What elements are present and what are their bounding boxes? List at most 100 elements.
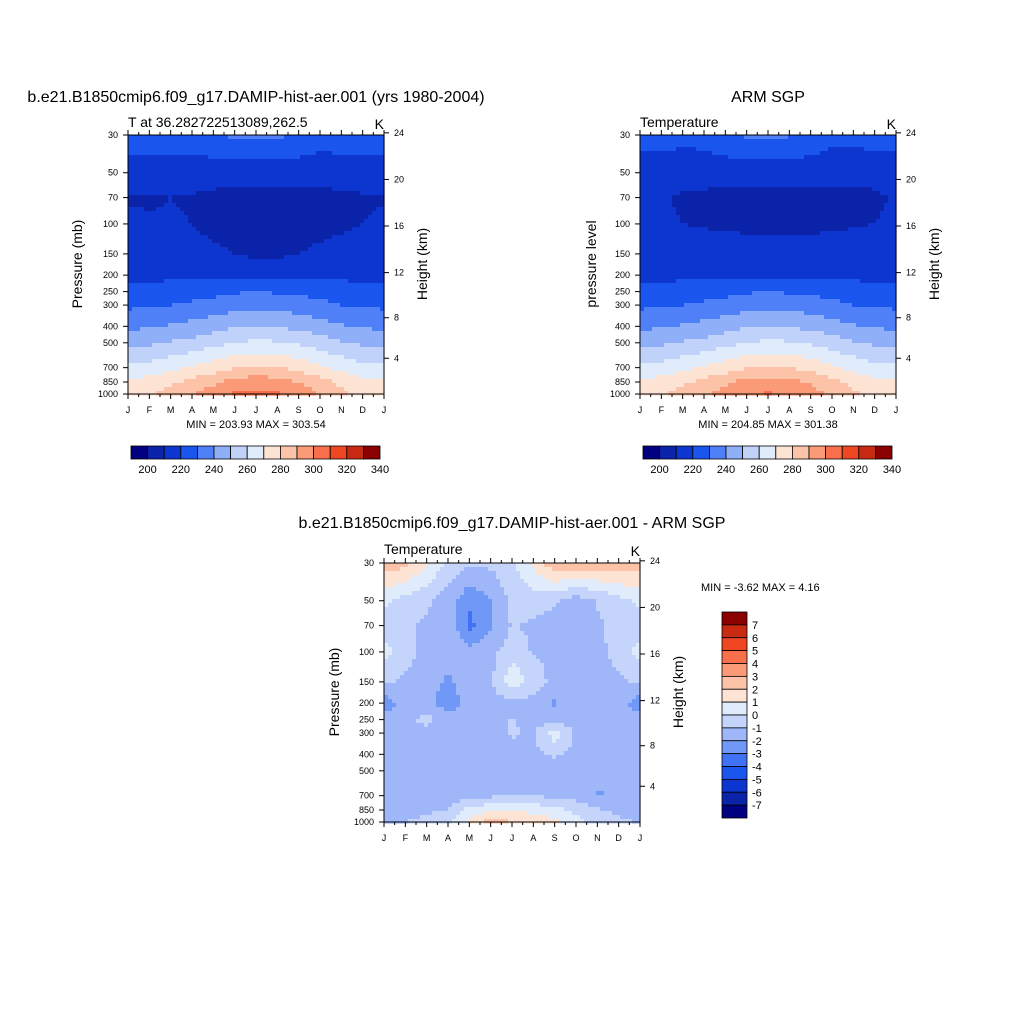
field-cell — [248, 363, 253, 368]
field-cell — [252, 271, 257, 276]
field-cell — [296, 211, 301, 216]
field-cell — [220, 363, 225, 368]
field-cell — [740, 175, 745, 180]
field-cell — [128, 183, 133, 188]
field-cell — [180, 359, 185, 364]
field-cell — [276, 303, 281, 308]
field-cell — [292, 151, 297, 156]
field-cell — [712, 147, 717, 152]
field-cell — [176, 159, 181, 164]
field-cell — [316, 343, 321, 348]
field-cell — [300, 271, 305, 276]
field-cell — [324, 199, 329, 204]
field-cell — [168, 163, 173, 168]
panel-obs-variable: Temperature — [640, 114, 719, 130]
field-cell — [812, 135, 817, 140]
field-cell — [320, 375, 325, 380]
field-cell — [344, 355, 349, 360]
field-cell — [208, 327, 213, 332]
field-cell — [164, 159, 169, 164]
field-cell — [132, 287, 137, 292]
field-cell — [136, 311, 141, 316]
field-cell — [252, 267, 257, 272]
field-cell — [760, 135, 765, 140]
field-cell — [152, 383, 157, 388]
field-cell — [360, 155, 365, 160]
field-cell — [376, 215, 381, 220]
field-cell — [212, 187, 217, 192]
field-cell — [316, 139, 321, 144]
field-cell — [180, 315, 185, 320]
field-cell — [248, 263, 253, 268]
field-cell — [328, 187, 333, 192]
field-cell — [352, 211, 357, 216]
field-cell — [376, 207, 381, 212]
field-cell — [212, 243, 217, 248]
field-cell — [132, 191, 137, 196]
field-cell — [300, 267, 305, 272]
field-cell — [304, 379, 309, 384]
field-cell — [356, 363, 361, 368]
field-cell — [328, 247, 333, 252]
field-cell — [244, 139, 249, 144]
field-cell — [372, 195, 377, 200]
field-cell — [312, 367, 317, 372]
field-cell — [772, 143, 777, 148]
field-cell — [336, 371, 341, 376]
field-cell — [728, 171, 733, 176]
field-cell — [212, 235, 217, 240]
field-cell — [224, 175, 229, 180]
field-cell — [200, 199, 205, 204]
field-cell — [776, 147, 781, 152]
field-cell — [348, 371, 353, 376]
field-cell — [672, 143, 677, 148]
field-cell — [152, 163, 157, 168]
field-cell — [132, 135, 137, 140]
field-cell — [140, 247, 145, 252]
field-cell — [760, 171, 765, 176]
field-cell — [796, 151, 801, 156]
field-cell — [328, 231, 333, 236]
field-cell — [232, 223, 237, 228]
field-cell — [376, 291, 381, 296]
field-cell — [228, 295, 233, 300]
field-cell — [204, 235, 209, 240]
x-tick-label: M — [210, 405, 218, 415]
field-cell — [340, 279, 345, 284]
field-cell — [196, 283, 201, 288]
field-cell — [144, 167, 149, 172]
field-cell — [744, 135, 749, 140]
field-cell — [764, 163, 769, 168]
field-cell — [260, 247, 265, 252]
field-cell — [136, 275, 141, 280]
field-cell — [688, 143, 693, 148]
field-cell — [280, 351, 285, 356]
field-cell — [876, 143, 881, 148]
field-cell — [800, 171, 805, 176]
field-cell — [708, 159, 713, 164]
field-cell — [664, 147, 669, 152]
field-cell — [316, 375, 321, 380]
field-cell — [188, 363, 193, 368]
field-cell — [380, 183, 385, 188]
field-cell — [156, 327, 161, 332]
field-cell — [232, 255, 237, 260]
field-cell — [368, 335, 373, 340]
field-cell — [272, 167, 277, 172]
field-cell — [220, 287, 225, 292]
field-cell — [344, 159, 349, 164]
field-cell — [128, 135, 133, 140]
field-cell — [324, 383, 329, 388]
field-cell — [348, 291, 353, 296]
field-cell — [228, 195, 233, 200]
field-cell — [356, 243, 361, 248]
field-cell — [196, 143, 201, 148]
field-cell — [868, 139, 873, 144]
field-cell — [648, 175, 653, 180]
field-cell — [140, 251, 145, 256]
field-cell — [284, 295, 289, 300]
field-cell — [252, 159, 257, 164]
field-cell — [252, 295, 257, 300]
field-cell — [176, 355, 181, 360]
field-cell — [156, 355, 161, 360]
